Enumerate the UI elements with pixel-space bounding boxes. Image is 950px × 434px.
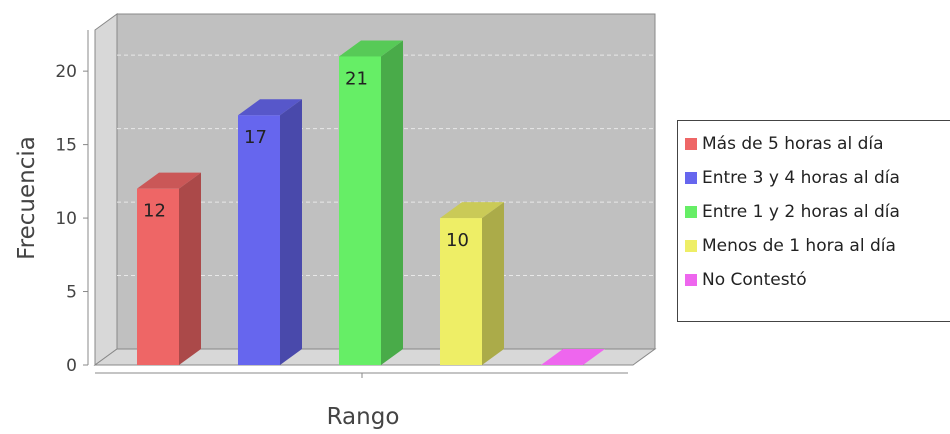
bar-group: 17 [238, 99, 302, 365]
y-tick-label: 0 [66, 356, 77, 376]
bar-side [280, 99, 302, 365]
bar-group: 21 [339, 40, 403, 366]
bar-side [381, 40, 403, 366]
bars: 12 17 21 10 [137, 40, 605, 366]
bar [440, 218, 482, 365]
bar-top [137, 172, 201, 189]
y-axis-title: Frecuencia [14, 136, 40, 260]
legend-label: Menos de 1 hora al día [702, 236, 896, 256]
legend-swatch [685, 240, 697, 252]
bar [541, 349, 605, 365]
data-label: 17 [244, 127, 267, 148]
bar [339, 56, 381, 366]
legend-item: Entre 3 y 4 horas al día [678, 161, 950, 195]
legend-label: No Contestó [702, 270, 807, 290]
data-label: 21 [345, 68, 368, 89]
bar [238, 115, 280, 365]
bar-top [238, 99, 302, 116]
legend-item: No Contestó [678, 263, 950, 297]
legend-label: Más de 5 horas al día [702, 134, 884, 154]
y-tick-label: 20 [55, 62, 77, 82]
bar-group: 10 [440, 202, 504, 365]
legend-swatch [685, 138, 697, 150]
data-label: 12 [143, 201, 166, 222]
bar-top [339, 40, 403, 57]
legend-label: Entre 3 y 4 horas al día [702, 168, 900, 188]
legend-item: Entre 1 y 2 horas al día [678, 195, 950, 229]
x-axis-title: Rango [327, 404, 400, 430]
bar-side [179, 172, 201, 365]
bar-group [541, 349, 605, 365]
legend: Más de 5 horas al día Entre 3 y 4 horas … [677, 120, 950, 322]
legend-item: Menos de 1 hora al día [678, 229, 950, 263]
legend-swatch [685, 172, 697, 184]
bar [137, 188, 179, 365]
y-tick-label: 10 [55, 209, 77, 229]
y-ticks: 0 5 10 15 20 [55, 62, 88, 376]
y-tick-label: 5 [66, 283, 77, 303]
legend-swatch [685, 206, 697, 218]
bar-side [482, 202, 504, 365]
legend-swatch [685, 274, 697, 286]
plot-side-wall [94, 13, 118, 366]
data-label: 10 [446, 230, 469, 251]
y-tick-label: 15 [55, 136, 77, 156]
bar-top [440, 202, 504, 219]
legend-item: Más de 5 horas al día [678, 127, 950, 161]
legend-label: Entre 1 y 2 horas al día [702, 202, 900, 222]
bar-group: 12 [137, 172, 201, 365]
